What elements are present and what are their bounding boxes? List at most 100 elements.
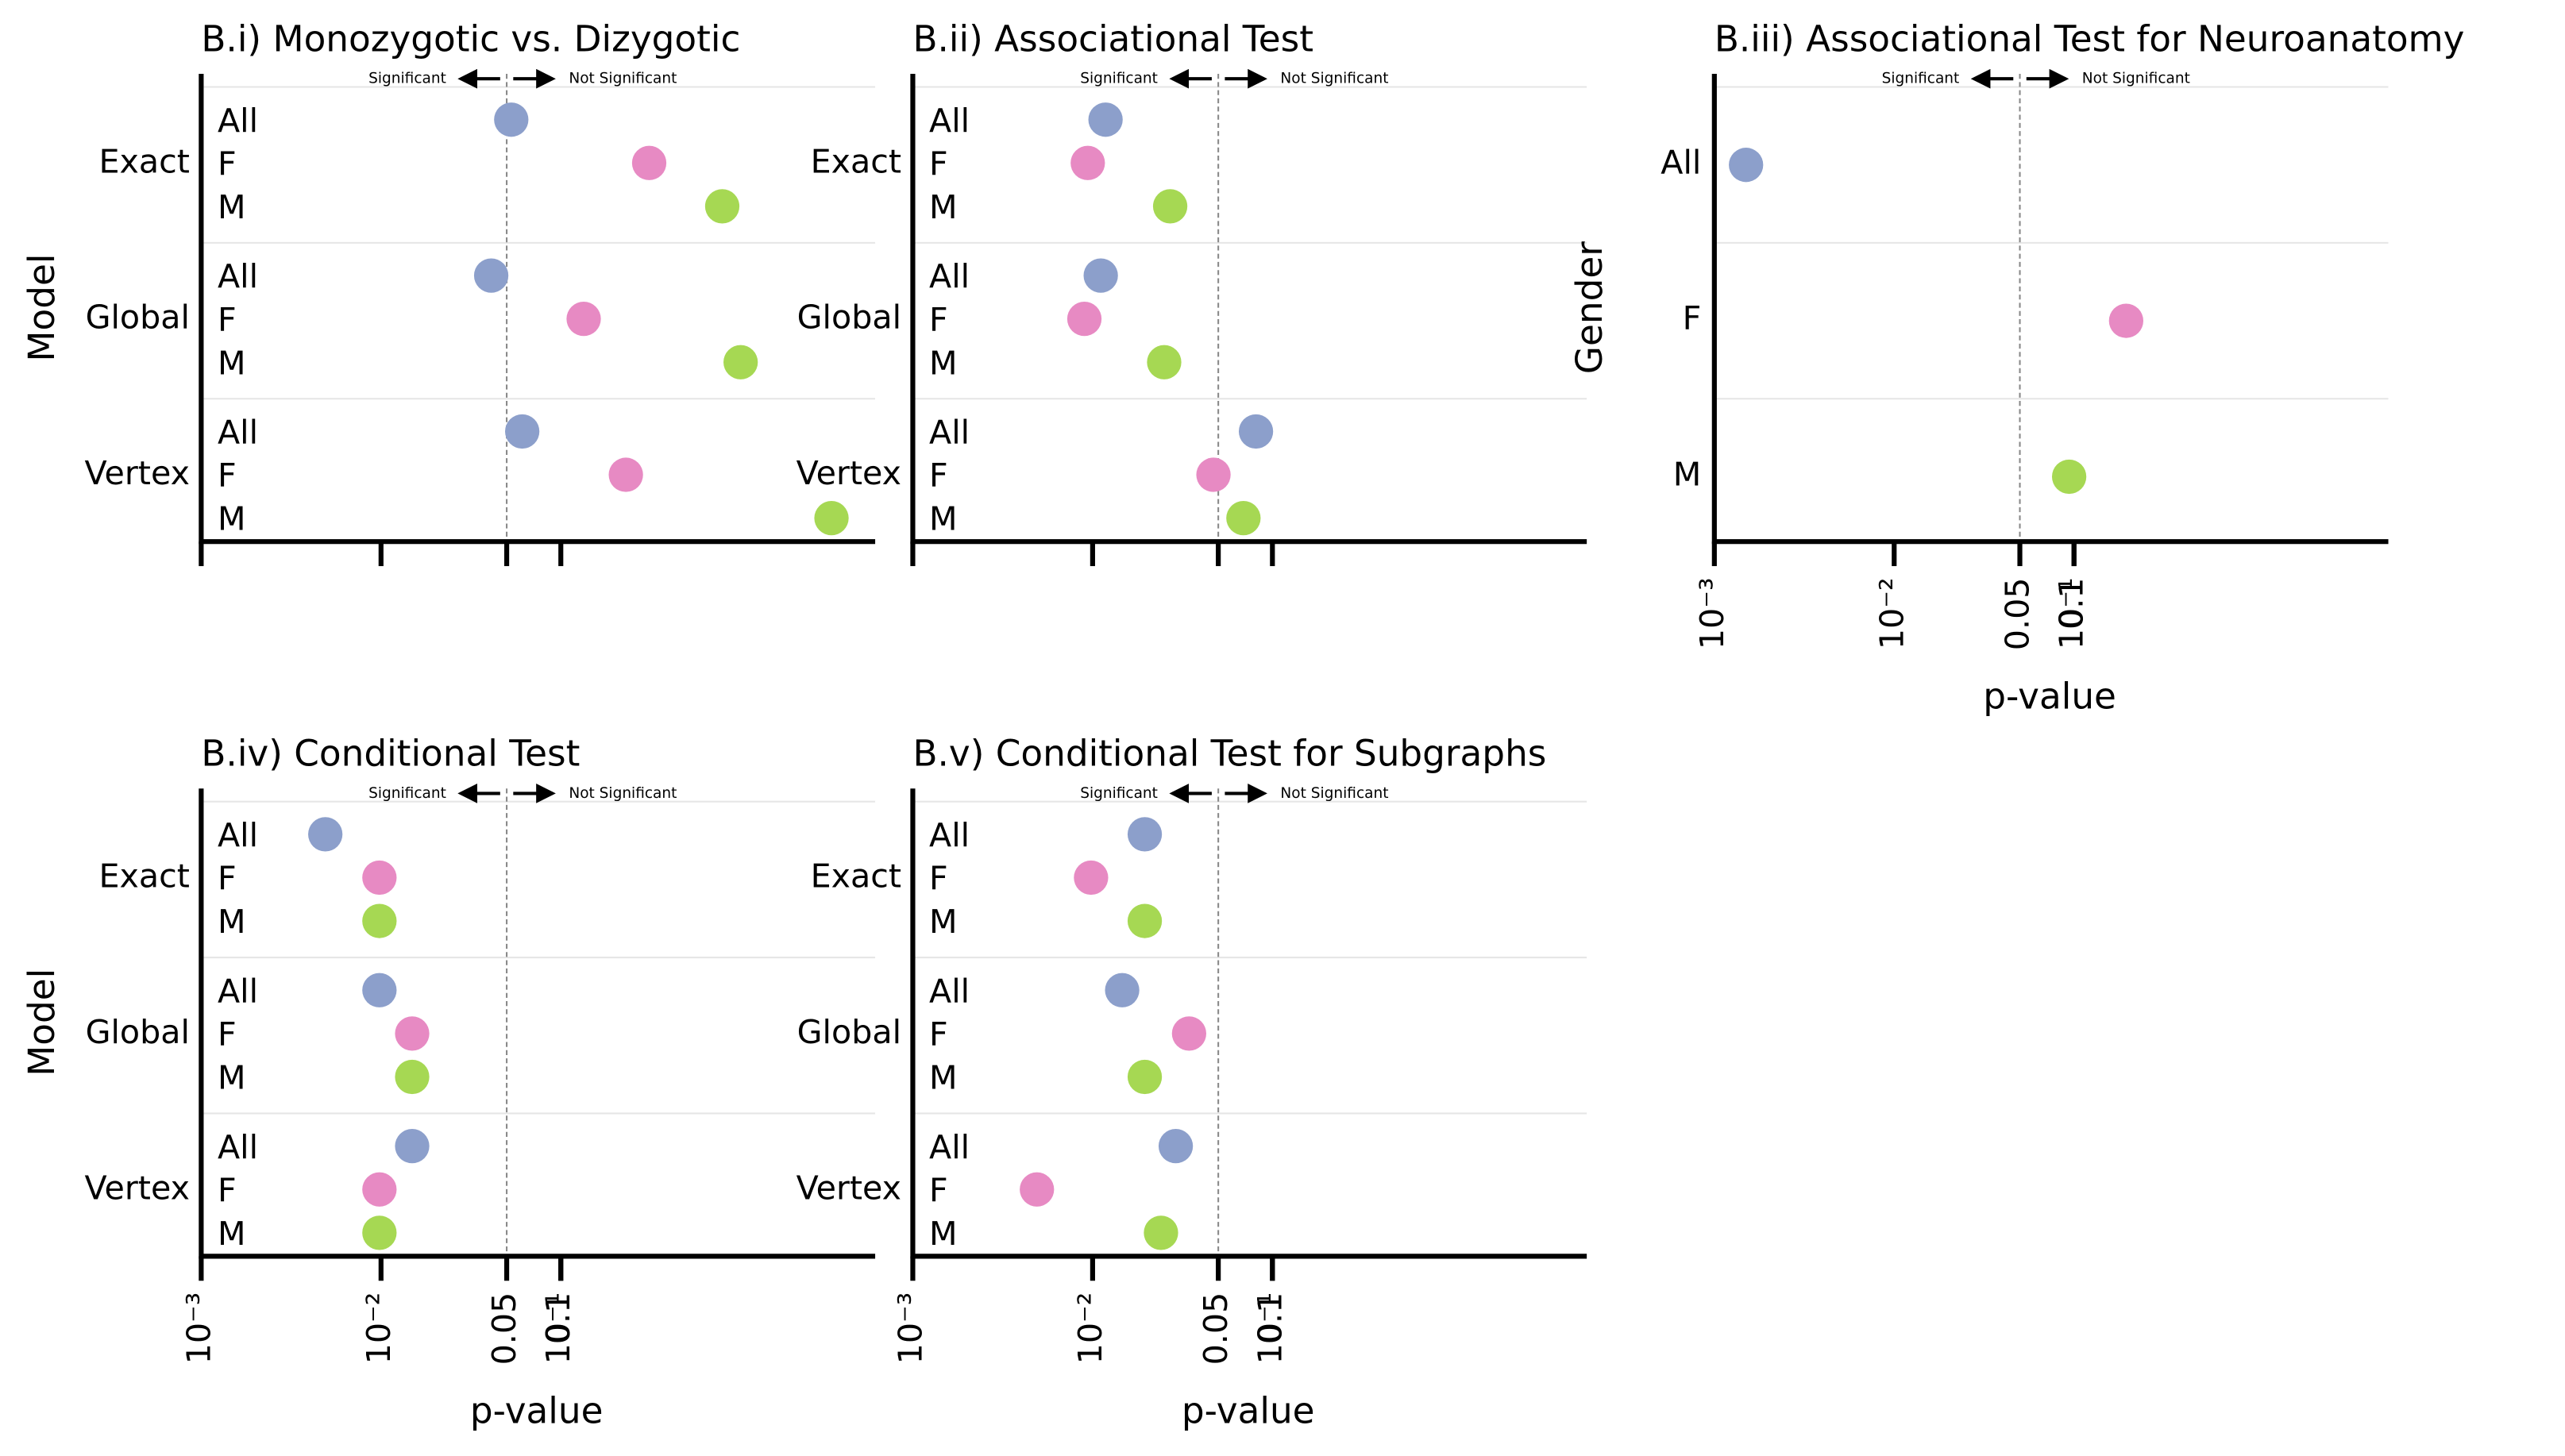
group-label: Exact (811, 857, 901, 896)
x-tick-label: 0.1 (539, 1292, 577, 1345)
group-label: Vertex (796, 1169, 901, 1207)
dot (2108, 303, 2143, 338)
group-label: Vertex (796, 454, 901, 492)
dot (362, 1172, 397, 1207)
dot (1088, 102, 1123, 137)
row-label: M (929, 1059, 958, 1097)
annotation: Significant (1080, 785, 1158, 802)
group-label: Global (86, 299, 190, 337)
panel-title: B.iii) Associational Test for Neuroanato… (1714, 17, 2465, 60)
dot (704, 189, 740, 224)
annotation: Not Significant (569, 785, 677, 802)
dot (1171, 1016, 1207, 1051)
panel-title: B.v) Conditional Test for Subgraphs (912, 733, 1546, 775)
dot (494, 102, 529, 137)
panel-title: B.ii) Associational Test (912, 17, 1313, 60)
row-label: M (218, 1215, 246, 1253)
row-label: All (929, 816, 970, 854)
dot (1729, 148, 1764, 183)
row-label: F (218, 144, 237, 183)
annotation: Not Significant (2082, 71, 2190, 87)
dot (1158, 1129, 1194, 1164)
x-axis-label: p-value (470, 1390, 604, 1432)
y-tick-label: F (1683, 299, 1702, 337)
dot (1226, 501, 1261, 536)
dot (2051, 459, 2087, 495)
row-label: All (218, 1128, 258, 1166)
dot (1127, 903, 1163, 938)
row-label: M (218, 344, 246, 382)
x-tick-label: 10⁻² (360, 1292, 398, 1365)
row-label: All (929, 257, 970, 295)
x-tick-label: 10⁻³ (891, 1292, 929, 1365)
x-tick-label: 0.1 (2053, 577, 2091, 630)
row-label: F (929, 860, 948, 898)
x-tick-label: 0.05 (1197, 1292, 1235, 1365)
x-tick-label: 0.05 (485, 1292, 523, 1365)
x-tick-label: 0.05 (1999, 577, 2037, 650)
x-axis-label: p-value (1182, 1390, 1315, 1432)
dot (395, 1059, 430, 1095)
dot (362, 860, 397, 896)
row-label: F (218, 301, 237, 339)
group-label: Exact (811, 142, 901, 180)
dot (1238, 414, 1274, 449)
dot (362, 1215, 397, 1250)
dot (473, 258, 509, 293)
dot (1066, 302, 1102, 337)
x-tick-label: 10⁻² (1071, 1292, 1109, 1365)
row-label: M (929, 903, 958, 941)
dot (395, 1016, 430, 1051)
annotation: Significant (1882, 71, 1960, 87)
row-label: M (929, 500, 958, 538)
dot (308, 817, 343, 852)
row-label: M (218, 500, 246, 538)
row-label: F (929, 1015, 948, 1053)
row-label: F (218, 1171, 237, 1209)
x-tick-label: 10⁻¹ (539, 1292, 577, 1365)
group-label: Exact (99, 857, 190, 896)
x-tick-label: 10⁻² (1873, 577, 1911, 649)
dot (1020, 1172, 1055, 1207)
row-label: All (929, 414, 970, 452)
dot (1127, 1059, 1163, 1095)
x-axis-label: p-value (1983, 675, 2116, 717)
dot (566, 302, 601, 337)
y-axis-label: Gender (1568, 241, 1610, 374)
dot (1144, 1215, 1178, 1250)
dot (608, 457, 643, 492)
annotation: Not Significant (569, 71, 677, 87)
row-label: All (218, 972, 258, 1010)
dot (631, 145, 667, 180)
row-label: M (218, 1059, 246, 1097)
dot (1147, 345, 1182, 379)
dot (1152, 189, 1188, 224)
group-label: Exact (99, 142, 190, 180)
dot (723, 345, 758, 379)
annotation: Not Significant (1280, 785, 1388, 802)
row-label: M (929, 344, 958, 382)
annotation: Significant (1080, 71, 1158, 87)
group-label: Vertex (85, 454, 190, 492)
y-axis-label: Model (21, 254, 63, 362)
group-label: Global (797, 1013, 901, 1051)
dot (1070, 145, 1105, 180)
row-label: All (929, 1128, 970, 1166)
dot (1127, 817, 1163, 852)
row-label: M (218, 903, 246, 941)
row-label: All (218, 102, 258, 140)
dot (1074, 860, 1109, 896)
dot (1105, 973, 1140, 1007)
row-label: F (929, 144, 948, 183)
dot (1083, 258, 1118, 293)
row-label: M (929, 188, 958, 226)
row-label: All (218, 414, 258, 452)
annotation: Significant (368, 785, 446, 802)
y-tick-label: M (1673, 455, 1702, 493)
row-label: All (929, 102, 970, 140)
row-label: F (218, 860, 237, 898)
y-tick-label: All (1660, 144, 1701, 182)
x-tick-label: 10⁻¹ (2053, 577, 2091, 649)
row-label: F (929, 1171, 948, 1209)
